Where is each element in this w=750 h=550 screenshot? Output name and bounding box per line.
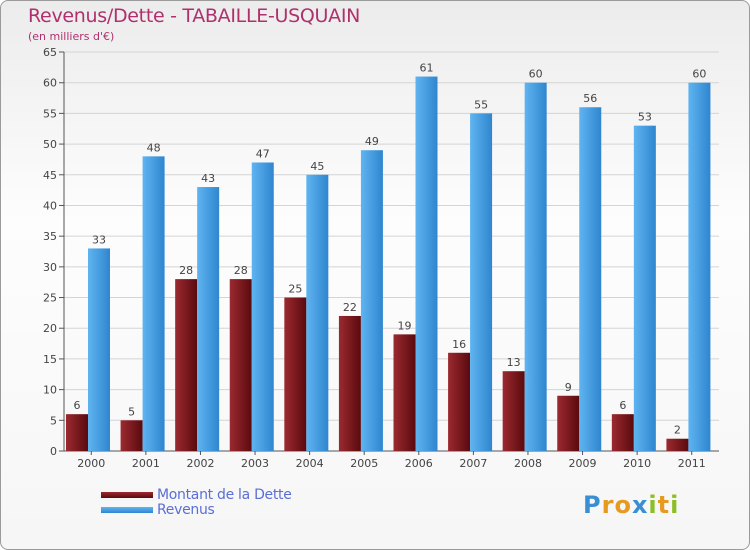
y-tick-label: 35 xyxy=(43,230,57,243)
bar-dette xyxy=(393,334,416,451)
data-label-revenus: 53 xyxy=(638,111,652,124)
x-tick-label: 2002 xyxy=(186,457,214,470)
data-label-revenus: 60 xyxy=(529,68,543,81)
y-tick-label: 55 xyxy=(43,107,57,120)
bar-revenus xyxy=(579,107,602,451)
x-tick-label: 2004 xyxy=(296,457,324,470)
x-tick-label: 2007 xyxy=(459,457,487,470)
data-label-revenus: 47 xyxy=(256,147,270,160)
data-label-dette: 19 xyxy=(398,319,412,332)
bar-dette xyxy=(229,279,252,451)
data-label-revenus: 49 xyxy=(365,135,379,148)
y-tick-label: 20 xyxy=(43,322,57,335)
bar-dette xyxy=(502,371,525,451)
bar-revenus xyxy=(415,76,438,452)
data-label-dette: 9 xyxy=(565,381,572,394)
bar-dette xyxy=(611,414,634,451)
legend-item-dette: Montant de la Dette xyxy=(101,486,292,503)
x-tick-label: 2010 xyxy=(623,457,651,470)
x-tick-label: 2006 xyxy=(405,457,433,470)
bar-dette xyxy=(120,420,143,451)
brand-letter: x xyxy=(631,491,649,519)
data-label-dette: 2 xyxy=(674,424,681,437)
x-tick-label: 2003 xyxy=(241,457,269,470)
legend: Montant de la Dette Revenus xyxy=(101,486,292,518)
bar-revenus xyxy=(633,125,656,452)
x-tick-label: 2001 xyxy=(132,457,160,470)
data-label-dette: 13 xyxy=(507,356,521,369)
data-label-dette: 22 xyxy=(343,301,357,314)
bar-revenus xyxy=(524,82,547,451)
data-label-dette: 28 xyxy=(234,264,248,277)
x-tick-label: 2008 xyxy=(514,457,542,470)
data-label-revenus: 33 xyxy=(92,233,106,246)
x-tick-label: 2011 xyxy=(678,457,706,470)
y-tick-label: 65 xyxy=(43,46,57,59)
data-label-dette: 25 xyxy=(288,283,302,296)
data-label-revenus: 60 xyxy=(692,68,706,81)
data-label-revenus: 55 xyxy=(474,98,488,111)
y-tick-label: 15 xyxy=(43,353,57,366)
data-label-dette: 16 xyxy=(452,338,466,351)
y-tick-label: 45 xyxy=(43,169,57,182)
bar-dette xyxy=(66,414,88,451)
bar-revenus xyxy=(360,150,383,451)
y-tick-label: 25 xyxy=(43,292,57,305)
bar-dette xyxy=(557,395,580,451)
data-label-revenus: 61 xyxy=(420,62,434,75)
y-tick-label: 5 xyxy=(50,414,57,427)
data-label-dette: 28 xyxy=(179,264,193,277)
legend-label-dette: Montant de la Dette xyxy=(157,486,292,503)
grid-lines xyxy=(64,51,719,452)
legend-item-revenus: Revenus xyxy=(101,501,292,518)
data-label-revenus: 56 xyxy=(583,92,597,105)
data-labels: 6 33 5 48 28 43 28 47 25 45 22 49 19 61 16 55 13 60 9 56 6 53… xyxy=(74,62,707,437)
x-tick-label: 2009 xyxy=(569,457,597,470)
bar-dette xyxy=(448,352,471,451)
brand-letter: r xyxy=(601,491,615,519)
bar-revenus xyxy=(251,162,274,451)
data-label-revenus: 43 xyxy=(201,172,215,185)
brand-letter: i xyxy=(648,491,658,519)
data-label-revenus: 45 xyxy=(310,160,324,173)
data-label-dette: 6 xyxy=(74,399,81,412)
legend-swatch-revenus xyxy=(101,506,153,513)
bars xyxy=(66,76,711,452)
chart-title: Revenus/Dette - TABAILLE-USQUAIN xyxy=(28,5,361,27)
y-tick-label: 30 xyxy=(43,261,57,274)
x-tick-label: 2005 xyxy=(350,457,378,470)
bar-revenus xyxy=(470,113,493,451)
bar-dette xyxy=(338,315,361,451)
x-tick-label: 2000 xyxy=(77,457,105,470)
bar-revenus xyxy=(306,174,329,451)
brand-letter: P xyxy=(583,491,602,519)
bar-revenus xyxy=(88,248,110,451)
bar-dette xyxy=(284,297,307,451)
chart-subtitle: (en milliers d'€) xyxy=(28,30,115,43)
bar-dette xyxy=(666,438,689,451)
y-tick-label: 60 xyxy=(43,77,57,90)
bar-revenus xyxy=(197,187,220,452)
data-label-revenus: 48 xyxy=(147,141,161,154)
legend-swatch-dette xyxy=(101,491,153,498)
data-label-dette: 5 xyxy=(128,405,135,418)
bar-revenus xyxy=(142,156,165,451)
legend-label-revenus: Revenus xyxy=(157,501,215,518)
y-tick-label: 0 xyxy=(50,445,57,458)
brand-letter: o xyxy=(614,491,632,519)
brand-letter: i xyxy=(670,491,680,519)
y-tick-label: 10 xyxy=(43,384,57,397)
bar-dette xyxy=(175,279,198,451)
proxiti-logo: Proxiti xyxy=(583,491,679,519)
y-tick-label: 50 xyxy=(43,138,57,151)
bar-revenus xyxy=(688,82,711,451)
data-label-dette: 6 xyxy=(619,399,626,412)
y-tick-label: 40 xyxy=(43,199,57,212)
brand-letter: t xyxy=(657,491,671,519)
